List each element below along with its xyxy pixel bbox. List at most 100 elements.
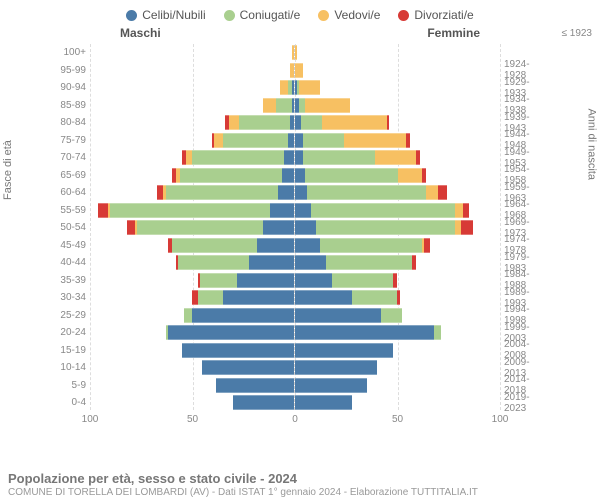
bar-segment xyxy=(282,168,294,183)
legend-swatch xyxy=(318,10,329,21)
bar-segment xyxy=(301,115,322,130)
legend-item: Coniugati/e xyxy=(224,8,301,22)
female-bar xyxy=(295,220,500,235)
age-row: 10-142009-2013 xyxy=(50,359,550,377)
bar-segment xyxy=(184,308,192,323)
bar-pair xyxy=(90,184,500,202)
female-bar xyxy=(295,273,500,288)
chart-footer: Popolazione per età, sesso e stato civil… xyxy=(8,471,592,498)
bar-segment xyxy=(295,45,297,60)
female-bar xyxy=(295,378,500,393)
bar-segment xyxy=(393,273,397,288)
female-bar xyxy=(295,290,500,305)
bar-segment xyxy=(278,185,294,200)
bar-segment xyxy=(316,220,455,235)
bar-segment xyxy=(223,133,288,148)
bar-segment xyxy=(290,63,294,78)
age-row: 55-591964-1968 xyxy=(50,202,550,220)
bar-segment xyxy=(214,133,222,148)
age-label: 80-84 xyxy=(50,117,90,128)
legend-swatch xyxy=(398,10,409,21)
age-label: 10-14 xyxy=(50,362,90,373)
bar-segment xyxy=(270,203,294,218)
bar-segment xyxy=(280,80,288,95)
legend-item: Vedovi/e xyxy=(318,8,380,22)
age-label: 35-39 xyxy=(50,275,90,286)
y-axis-title-right: Anni di nascita xyxy=(586,108,598,180)
bar-pair xyxy=(90,377,500,395)
bar-segment xyxy=(292,45,294,60)
age-label: 90-94 xyxy=(50,82,90,93)
bar-segment xyxy=(422,168,426,183)
bar-pair xyxy=(90,219,500,237)
bar-segment xyxy=(110,203,269,218)
bar-segment xyxy=(127,220,135,235)
bar-pair xyxy=(90,97,500,115)
bar-segment xyxy=(295,255,326,270)
age-row: 60-641959-1963 xyxy=(50,184,550,202)
y-axis-title-left: Fasce di età xyxy=(2,140,14,200)
female-bar xyxy=(295,115,500,130)
age-label: 30-34 xyxy=(50,292,90,303)
legend-label: Celibi/Nubili xyxy=(142,8,205,22)
bar-segment xyxy=(434,325,440,340)
bar-segment xyxy=(198,290,222,305)
age-row: 95-991924-1928 xyxy=(50,62,550,80)
male-bar xyxy=(90,220,295,235)
male-bar xyxy=(90,185,295,200)
female-bar xyxy=(295,98,500,113)
legend-label: Vedovi/e xyxy=(334,8,380,22)
bar-segment xyxy=(292,98,294,113)
bar-segment xyxy=(263,98,275,113)
bar-pair xyxy=(90,307,500,325)
male-bar xyxy=(90,63,295,78)
age-row: 15-192004-2008 xyxy=(50,342,550,360)
bar-pair xyxy=(90,132,500,150)
age-row: 40-441979-1983 xyxy=(50,254,550,272)
bar-segment xyxy=(295,360,377,375)
legend-label: Coniugati/e xyxy=(240,8,301,22)
bar-segment xyxy=(352,290,397,305)
age-row: 80-841939-1943 xyxy=(50,114,550,132)
header-male: Maschi xyxy=(120,26,161,40)
age-label: 25-29 xyxy=(50,310,90,321)
age-label: 40-44 xyxy=(50,257,90,268)
bar-segment xyxy=(332,273,394,288)
female-bar xyxy=(295,80,500,95)
bar-pair xyxy=(90,44,500,62)
age-label: 20-24 xyxy=(50,327,90,338)
age-row: 25-291994-1998 xyxy=(50,307,550,325)
x-tick: 100 xyxy=(492,414,509,425)
male-bar xyxy=(90,98,295,113)
legend: Celibi/NubiliConiugati/eVedovi/eDivorzia… xyxy=(0,0,600,26)
age-label: 65-69 xyxy=(50,170,90,181)
bar-segment xyxy=(237,273,294,288)
bar-segment xyxy=(303,150,375,165)
chart-title: Popolazione per età, sesso e stato civil… xyxy=(8,471,592,486)
age-label: 55-59 xyxy=(50,205,90,216)
bar-segment xyxy=(307,185,426,200)
bar-segment xyxy=(233,395,294,410)
legend-swatch xyxy=(126,10,137,21)
bar-segment xyxy=(192,150,284,165)
bar-segment xyxy=(288,133,294,148)
bar-segment xyxy=(344,133,406,148)
age-row: 90-941929-1933 xyxy=(50,79,550,97)
male-bar xyxy=(90,343,295,358)
x-axis: 10050050100 xyxy=(90,414,500,430)
bar-segment xyxy=(299,80,320,95)
bar-segment xyxy=(438,185,446,200)
bar-segment xyxy=(303,133,344,148)
bar-segment xyxy=(295,203,311,218)
bar-segment xyxy=(200,273,237,288)
bar-pair xyxy=(90,359,500,377)
bar-segment xyxy=(249,255,294,270)
bar-segment xyxy=(180,168,282,183)
bar-segment xyxy=(192,308,294,323)
age-label: 50-54 xyxy=(50,222,90,233)
age-row: 35-391984-1988 xyxy=(50,272,550,290)
bar-segment xyxy=(424,238,430,253)
age-row: 100+ xyxy=(50,44,550,62)
age-label: 85-89 xyxy=(50,100,90,111)
age-label: 100+ xyxy=(50,47,90,58)
